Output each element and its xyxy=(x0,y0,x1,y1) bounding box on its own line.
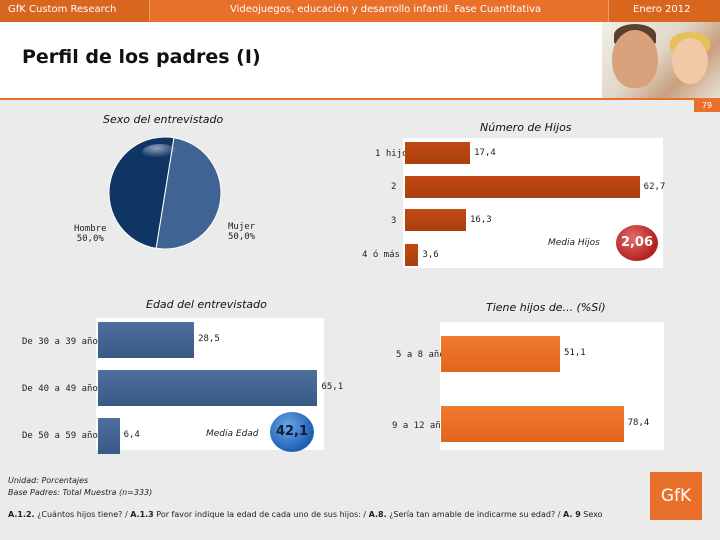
children-bar-3 xyxy=(405,244,419,266)
header-company: GfK Custom Research xyxy=(8,4,117,15)
age-bar-0 xyxy=(98,322,195,358)
header-right-segment xyxy=(608,0,720,22)
page-title: Perfil de los padres (I) xyxy=(22,46,261,68)
children-bar-1 xyxy=(405,176,640,198)
header-left-segment xyxy=(0,0,150,22)
pie-label-mujer: Mujer 50,0% xyxy=(228,222,256,242)
age-value-label-0: 28,5 xyxy=(198,334,220,344)
age-value-label-2: 6,4 xyxy=(123,430,140,440)
unit-note: Unidad: Porcentajes xyxy=(8,476,89,485)
children-chart-title: Número de Hijos xyxy=(480,121,572,134)
age-bar-1 xyxy=(98,370,318,406)
age-cat-0: De 30 a 39 años xyxy=(22,337,104,347)
age-chart-title: Edad del entrevistado xyxy=(146,298,267,311)
pie-label-hombre: Hombre 50,0% xyxy=(74,224,107,244)
header-study: Videojuegos, educación y desarrollo infa… xyxy=(230,4,542,15)
header-bar: GfK Custom Research Videojuegos, educaci… xyxy=(0,0,720,22)
header-divider xyxy=(0,98,720,100)
age-mean-label: Media Edad xyxy=(206,429,259,439)
children-value-label-3: 3,6 xyxy=(422,250,439,260)
age-bar-2 xyxy=(98,418,120,454)
kids-age-value-label-0: 51,1 xyxy=(564,348,586,358)
header-date: Enero 2012 xyxy=(633,4,691,15)
children-value-label-0: 17,4 xyxy=(474,148,496,158)
sex-pie-chart xyxy=(108,136,222,250)
pie-highlight xyxy=(142,144,178,160)
family-photo xyxy=(602,22,720,98)
children-cat-0: 1 hijo xyxy=(375,149,408,159)
page-number: 79 xyxy=(694,100,720,112)
children-value-label-2: 16,3 xyxy=(470,215,492,225)
kids-age-bar-1 xyxy=(441,406,624,442)
children-value-label-1: 62,7 xyxy=(643,182,666,192)
kids-age-cat-0: 5 a 8 años xyxy=(396,350,451,360)
gfk-logo: GfK xyxy=(650,472,702,520)
kids-age-cat-1: 9 a 12 años xyxy=(392,421,452,431)
pie-slice-hombre xyxy=(155,137,222,250)
children-cat-2: 3 xyxy=(391,216,397,226)
age-value-label-1: 65,1 xyxy=(321,382,344,392)
kids-age-chart-title: Tiene hijos de... (%Sí) xyxy=(486,301,606,314)
children-mean-label: Media Hijos xyxy=(548,238,600,248)
children-bar-2 xyxy=(405,209,466,231)
children-cat-3: 4 ó más xyxy=(362,250,400,260)
children-bar-0 xyxy=(405,142,471,164)
base-note: Base Padres: Total Muestra (n=333) xyxy=(8,488,153,497)
children-cat-1: 2 xyxy=(391,182,397,192)
father-face xyxy=(612,30,658,88)
children-mean-badge: 2,06 xyxy=(616,225,658,261)
age-cat-1: De 40 a 49 años xyxy=(22,384,104,394)
pie-slice-mujer xyxy=(108,136,175,249)
kids-age-value-label-1: 78,4 xyxy=(627,418,650,428)
age-cat-2: De 50 a 59 años xyxy=(22,431,104,441)
kids-age-bar-0 xyxy=(441,336,561,372)
child-face xyxy=(672,38,708,84)
age-mean-badge: 42,1 xyxy=(270,412,314,452)
sex-chart-title: Sexo del entrevistado xyxy=(103,113,224,126)
question-text: A.1.2. ¿Cuántos hijos tiene? / A.1.3 Por… xyxy=(8,510,603,519)
